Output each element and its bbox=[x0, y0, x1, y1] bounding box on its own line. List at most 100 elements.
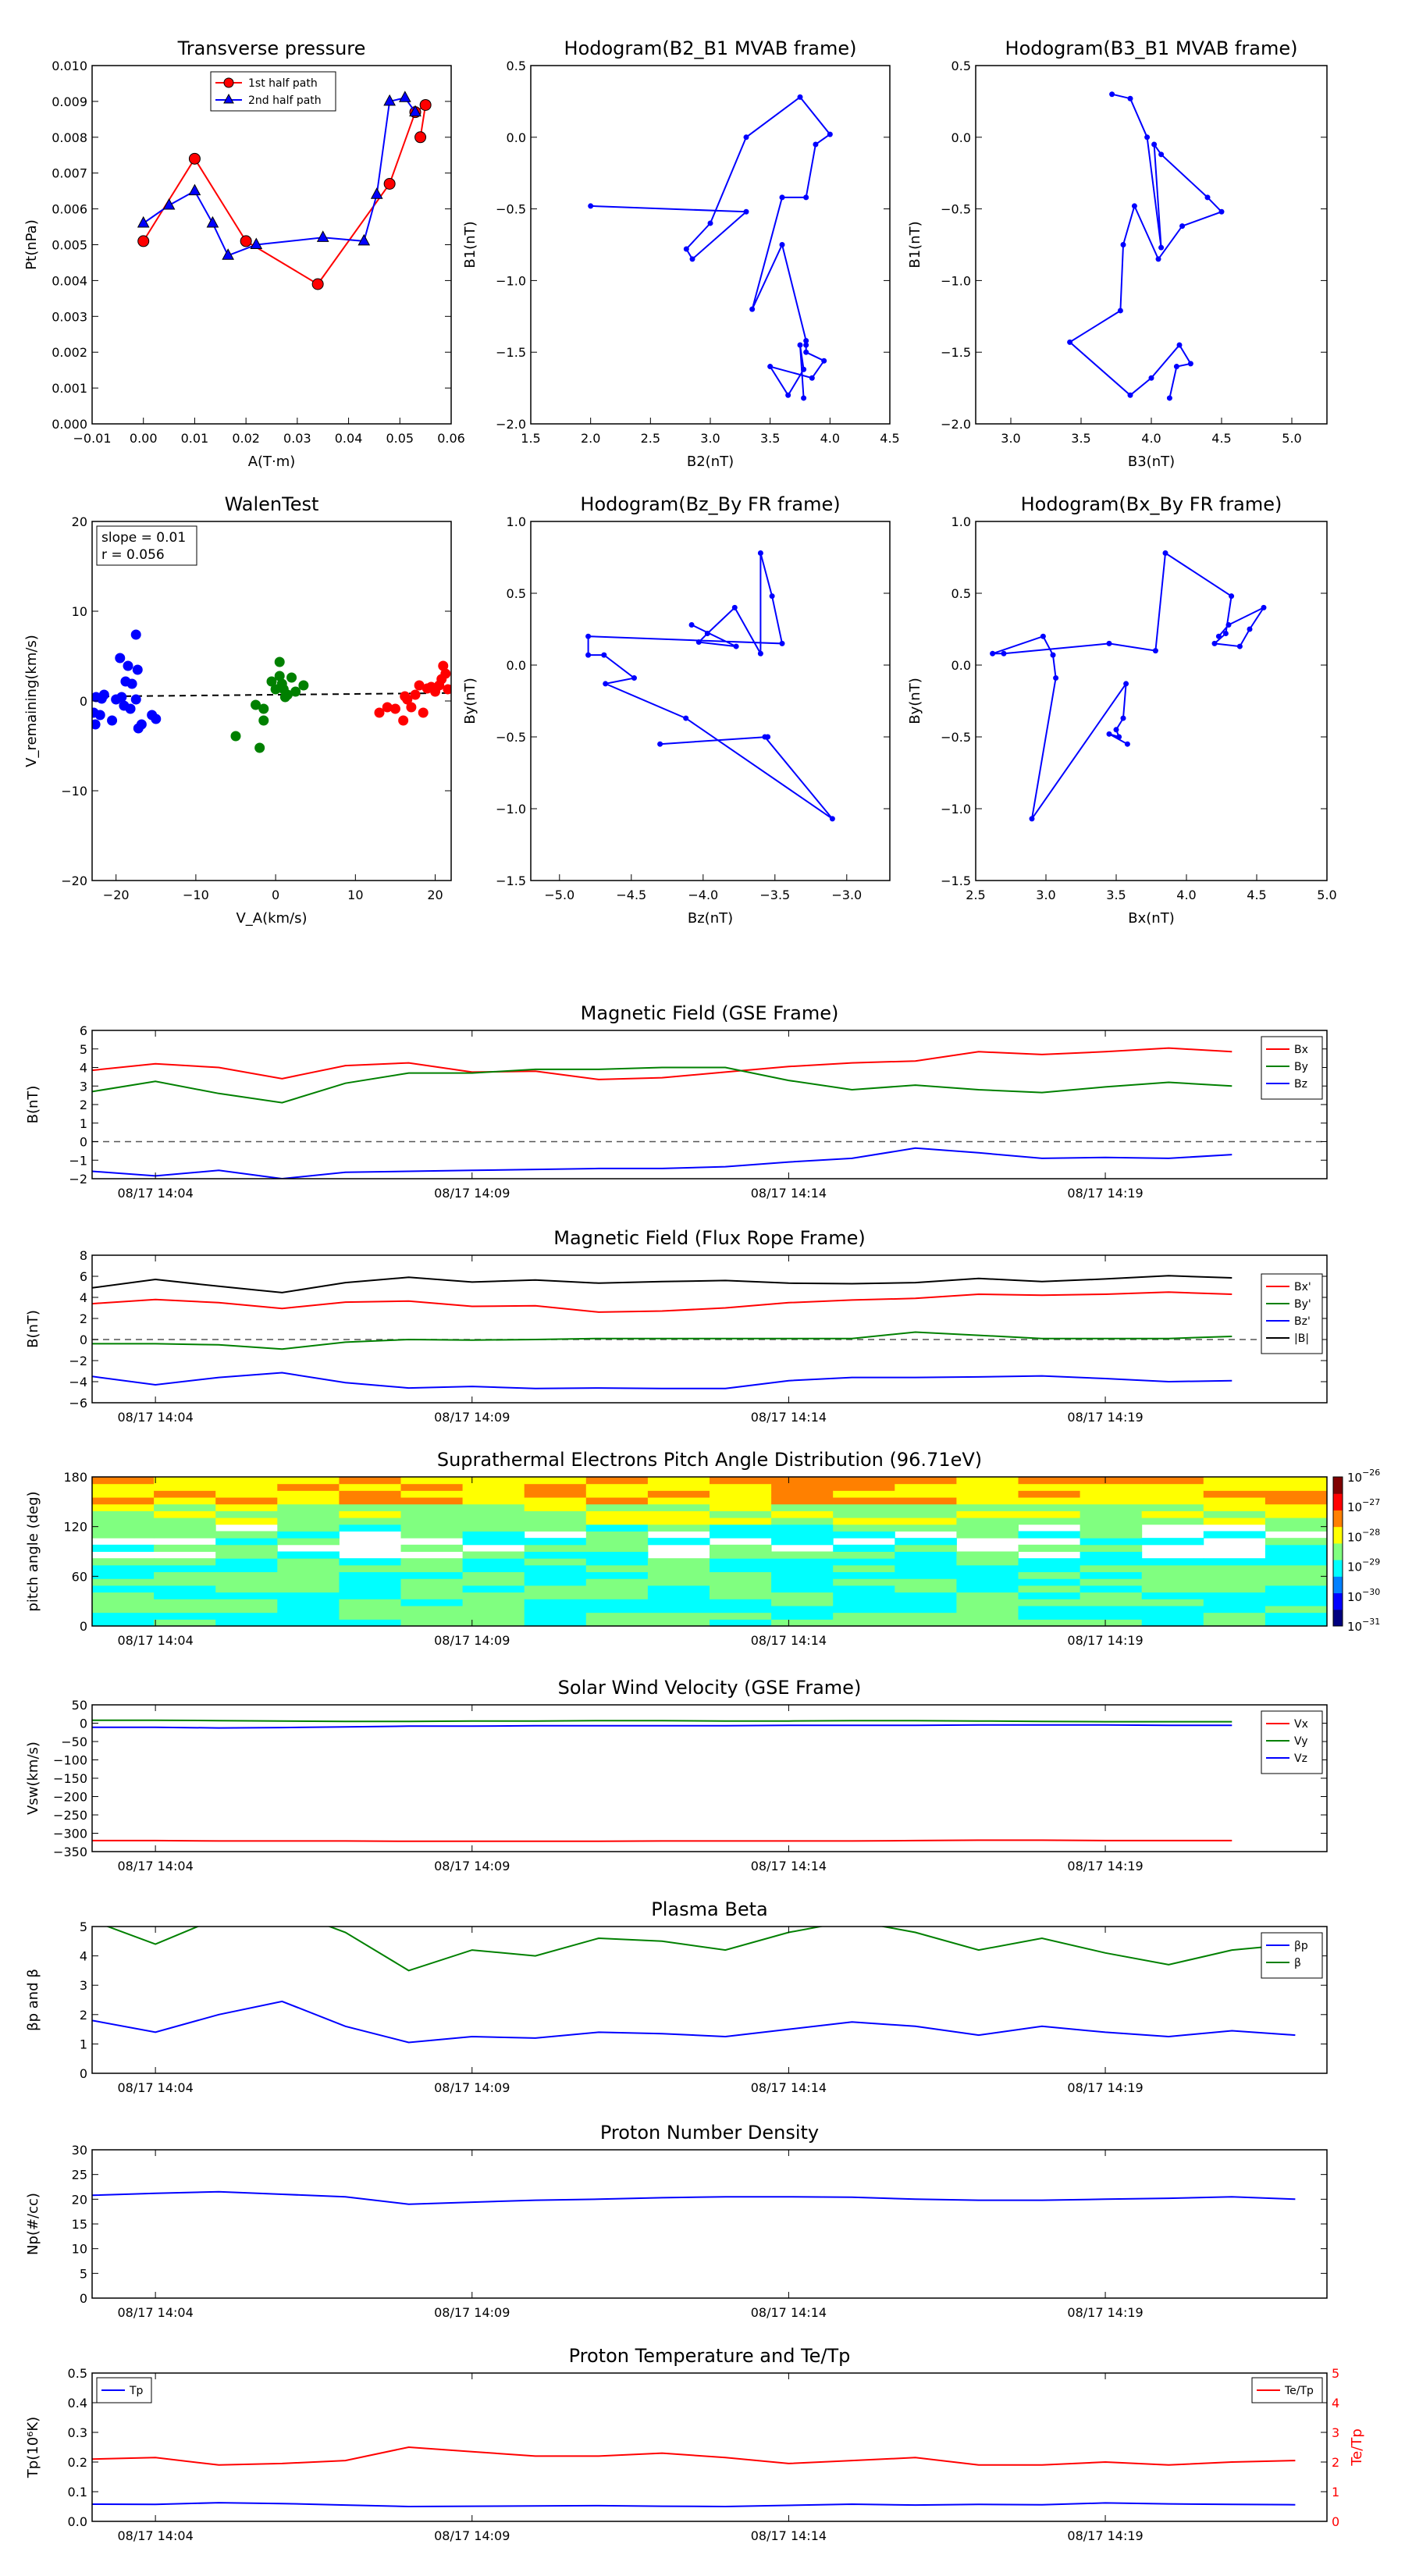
hxy-point bbox=[1222, 631, 1229, 637]
pad-cell bbox=[1203, 1578, 1266, 1586]
hzy-point bbox=[657, 741, 663, 747]
pt-legend-box bbox=[210, 71, 336, 112]
pad-cell bbox=[710, 1558, 772, 1566]
pad-cell bbox=[92, 1524, 155, 1532]
bgse-legend-label: By bbox=[1294, 1061, 1308, 1073]
walen-ylabel: V_remaining(km/s) bbox=[23, 635, 40, 767]
pad-cell bbox=[895, 1578, 957, 1586]
pad-cell bbox=[339, 1524, 401, 1532]
pad-cell bbox=[215, 1510, 278, 1518]
bgse-series-2-line bbox=[92, 1147, 1232, 1179]
pad-cell bbox=[462, 1585, 525, 1593]
pad-cell bbox=[1264, 1605, 1327, 1614]
bgse-ytick-label: 1 bbox=[80, 1116, 87, 1131]
pad-cell bbox=[92, 1503, 155, 1511]
pt-point bbox=[137, 235, 150, 247]
walen-point bbox=[298, 680, 309, 691]
pad-cell bbox=[1018, 1564, 1081, 1573]
pad-cell bbox=[92, 1544, 155, 1552]
colorbar-tick-exponent: −31 bbox=[1362, 1617, 1380, 1627]
walen-xlabel: V_A(km/s) bbox=[236, 910, 307, 927]
pad-cell bbox=[154, 1544, 216, 1552]
h21-point bbox=[803, 194, 809, 201]
pad-cell bbox=[1203, 1503, 1266, 1511]
pad-cell bbox=[647, 1538, 710, 1546]
pad-cell bbox=[92, 1517, 155, 1525]
colorbar-swatch bbox=[1333, 1560, 1343, 1577]
pad-frame bbox=[91, 1476, 1328, 1627]
hxy-point bbox=[1215, 633, 1222, 639]
hxy-point bbox=[1152, 648, 1158, 654]
h21-frame bbox=[530, 65, 891, 425]
pad-cell bbox=[215, 1551, 278, 1559]
pad-cell bbox=[462, 1538, 525, 1546]
hxy-xtick-label: 3.0 bbox=[1036, 888, 1055, 902]
pad-cell bbox=[1264, 1490, 1327, 1498]
pad-cell bbox=[710, 1483, 772, 1491]
hzy-point bbox=[829, 816, 835, 822]
h21-xtick-label: 4.0 bbox=[820, 431, 840, 446]
pad-cell bbox=[215, 1619, 278, 1626]
pad-ylabel: pitch angle (deg) bbox=[25, 1491, 41, 1611]
pad-cell bbox=[647, 1490, 710, 1498]
pad-cell bbox=[956, 1517, 1019, 1525]
pad-cell bbox=[462, 1483, 525, 1491]
walen-point bbox=[254, 742, 265, 753]
hzy-title: Hodogram(Bz_By FR frame) bbox=[580, 493, 840, 515]
pad-cell bbox=[462, 1619, 525, 1626]
pad-cell bbox=[154, 1564, 216, 1573]
pad-cell bbox=[277, 1612, 340, 1620]
beta-xtick-label: 08/17 14:14 bbox=[751, 2080, 827, 2095]
tp-ytick-label: 0.5 bbox=[68, 2366, 87, 2381]
pad-cell bbox=[400, 1544, 464, 1552]
pad-cell bbox=[1203, 1531, 1266, 1539]
pad-cell bbox=[1080, 1592, 1143, 1599]
pad-cell bbox=[647, 1497, 710, 1505]
pad-cell bbox=[339, 1558, 401, 1566]
bfr-ytick-label: 0 bbox=[80, 1332, 87, 1347]
walen-point bbox=[123, 660, 133, 671]
pad-cell bbox=[833, 1551, 895, 1559]
h21-point bbox=[803, 349, 809, 355]
h21-point bbox=[801, 395, 807, 401]
pad-cell bbox=[154, 1592, 216, 1599]
pad-ytick-label: 180 bbox=[63, 1470, 87, 1485]
h21-xtick-label: 1.5 bbox=[521, 431, 540, 446]
pad-cell bbox=[92, 1605, 155, 1614]
vsw-xtick-label: 08/17 14:04 bbox=[117, 1859, 193, 1873]
h31-title: Hodogram(B3_B1 MVAB frame) bbox=[1005, 37, 1298, 59]
pad-cell bbox=[771, 1497, 834, 1505]
hxy-point bbox=[1247, 626, 1253, 632]
hxy-point bbox=[1236, 643, 1243, 649]
pad-cell bbox=[895, 1503, 957, 1511]
pad-cell bbox=[956, 1612, 1019, 1620]
pad-cell bbox=[771, 1558, 834, 1566]
pad-cell bbox=[1080, 1551, 1143, 1559]
h21-point bbox=[827, 131, 833, 137]
pt-ytick-label: 0.004 bbox=[52, 273, 87, 288]
tp-xtick-label: 08/17 14:04 bbox=[117, 2528, 193, 2543]
tp-xtick-label: 08/17 14:14 bbox=[751, 2528, 827, 2543]
pad-cell bbox=[833, 1558, 895, 1566]
pad-cell bbox=[339, 1517, 401, 1525]
pad-cell bbox=[400, 1571, 464, 1579]
pad-cell bbox=[895, 1558, 957, 1566]
walen-point bbox=[443, 684, 451, 695]
pad-cell bbox=[215, 1558, 278, 1566]
pad-cell bbox=[339, 1483, 401, 1491]
pad-cell bbox=[400, 1477, 464, 1485]
colorbar-swatch bbox=[1333, 1576, 1343, 1594]
pad-cell bbox=[92, 1558, 155, 1566]
beta-ytick-label: 2 bbox=[80, 2008, 87, 2023]
pad-cell bbox=[339, 1592, 401, 1599]
walen-fit-line bbox=[92, 692, 451, 698]
tp-ytick-right-label: 5 bbox=[1332, 2366, 1339, 2381]
pt-xtick-label: 0.06 bbox=[437, 431, 465, 446]
pad-cell bbox=[1080, 1477, 1143, 1485]
h21-point bbox=[803, 338, 809, 344]
colorbar-tick-exponent: −27 bbox=[1362, 1497, 1380, 1507]
pad-cell bbox=[1018, 1578, 1081, 1586]
h21-xtick-label: 2.0 bbox=[581, 431, 600, 446]
h21-point bbox=[588, 203, 594, 209]
vsw-series-1-line bbox=[92, 1719, 1232, 1723]
